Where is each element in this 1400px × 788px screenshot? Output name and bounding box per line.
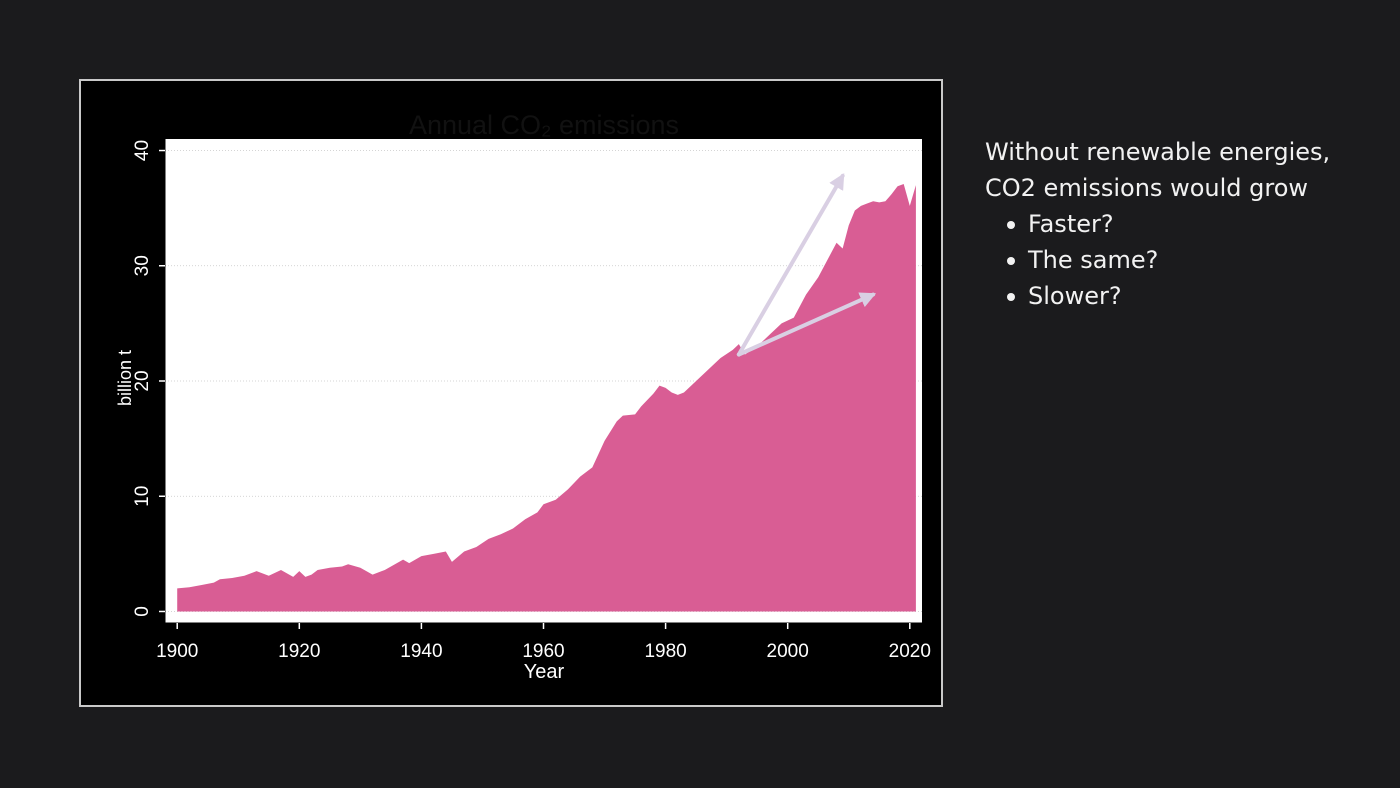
x-tick-label-2000: 2000 bbox=[767, 641, 809, 662]
x-axis-label: Year bbox=[524, 661, 565, 683]
y-tick-label-30: 30 bbox=[132, 255, 153, 276]
question-line-1: Without renewable energies, bbox=[985, 138, 1331, 166]
x-tick-label-1920: 1920 bbox=[278, 641, 320, 662]
annotation-arrow-2 bbox=[736, 292, 877, 357]
x-tick-label-1900: 1900 bbox=[156, 641, 198, 662]
question-text: Without renewable energies, CO2 emission… bbox=[985, 134, 1385, 314]
x-tick-label-1980: 1980 bbox=[644, 641, 686, 662]
option-slower: Slower? bbox=[1007, 278, 1385, 314]
y-tick-label-40: 40 bbox=[132, 140, 153, 161]
y-axis-label: billion t bbox=[115, 350, 135, 406]
x-tick-label-1940: 1940 bbox=[400, 641, 442, 662]
option-same: The same? bbox=[1007, 242, 1385, 278]
chart-title: Annual CO₂ emissions bbox=[409, 110, 679, 140]
annotation-arrow-1 bbox=[736, 173, 845, 357]
y-tick-label-10: 10 bbox=[132, 486, 153, 507]
axes: 1900 1920 1940 1960 1980 2000 2020 0 10 20 30 40 Yea… bbox=[115, 139, 931, 683]
option-faster: Faster? bbox=[1007, 206, 1385, 242]
answer-options-list: Faster? The same? Slower? bbox=[985, 206, 1385, 314]
annotations bbox=[736, 173, 877, 357]
emissions-area bbox=[177, 183, 916, 612]
y-tick-label-20: 20 bbox=[132, 370, 153, 391]
x-tick-label-1960: 1960 bbox=[522, 641, 564, 662]
chart-frame: Annual CO₂ emissions 1900 1920 1940 1960 198… bbox=[79, 79, 943, 707]
x-tick-label-2020: 2020 bbox=[889, 641, 931, 662]
question-line-2: CO2 emissions would grow bbox=[985, 174, 1309, 202]
emissions-chart: Annual CO₂ emissions 1900 1920 1940 1960 198… bbox=[115, 110, 931, 683]
y-tick-label-0: 0 bbox=[132, 606, 153, 617]
